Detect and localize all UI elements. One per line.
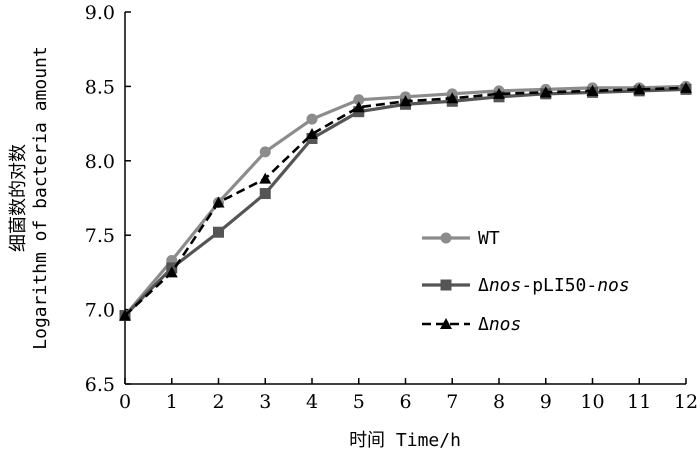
y-tick-label: 7.0 — [85, 300, 115, 322]
legend-item-wt: WT — [422, 228, 500, 249]
y-tick-label: 7.5 — [85, 225, 115, 247]
legend-label-part: WT — [478, 228, 500, 249]
legend-label: WT — [478, 228, 500, 249]
legend-marker-circle — [440, 232, 452, 244]
data-point-wt — [306, 113, 318, 125]
data-point-complemented — [259, 188, 271, 200]
data-point-mutant — [493, 87, 505, 99]
x-tick-label: 0 — [119, 391, 131, 413]
x-tick-label: 2 — [212, 391, 224, 413]
data-point-mutant — [446, 92, 459, 104]
legend-label-part: nos — [597, 275, 630, 296]
data-point-mutant — [212, 196, 225, 208]
data-point-wt — [353, 94, 365, 106]
legend-label-part: -pLI50- — [521, 275, 597, 296]
data-point-mutant — [633, 83, 646, 95]
legend-label: Δnos-pLI50-nos — [478, 275, 630, 296]
x-tick-label: 6 — [399, 391, 411, 413]
x-tick-label: 9 — [540, 391, 552, 413]
y-tick-label: 8.0 — [85, 151, 115, 173]
data-point-complemented — [213, 226, 224, 238]
data-point-mutant — [539, 86, 552, 98]
y-axis-title-en: Logarithm of bacteria amount — [30, 46, 51, 349]
x-tick-label: 12 — [674, 391, 698, 413]
data-point-mutant — [306, 128, 318, 140]
x-tick-label: 7 — [446, 391, 458, 413]
legend-label-part: nos — [489, 275, 522, 296]
data-point-mutant — [586, 84, 599, 96]
x-tick-label: 8 — [493, 391, 505, 413]
legend-item-complemented: Δnos-pLI50-nos — [422, 275, 630, 296]
y-tick-label: 6.5 — [85, 374, 115, 396]
x-tick-label: 4 — [306, 391, 318, 413]
legend-label: Δnos — [478, 314, 521, 335]
legend-item-mutant: Δnos — [422, 314, 521, 335]
legend-label-part: nos — [489, 314, 522, 335]
x-axis-title: 时间 Time/h — [349, 430, 461, 451]
legend-label-part: Δ — [478, 314, 489, 335]
x-tick-label: 10 — [580, 391, 604, 413]
x-tick-label: 11 — [627, 391, 651, 413]
data-point-mutant — [352, 101, 365, 113]
x-tick-label: 5 — [353, 391, 365, 413]
data-point-mutant — [165, 266, 178, 278]
x-tick-label: 1 — [166, 391, 178, 413]
axes — [124, 12, 686, 385]
legend-marker-square — [440, 279, 452, 291]
series-mutant — [119, 81, 692, 321]
x-tick-label: 3 — [259, 391, 271, 413]
data-point-mutant — [119, 309, 131, 321]
data-point-mutant — [399, 95, 412, 107]
y-tick-label: 9.0 — [85, 2, 115, 24]
y-tick-label: 8.5 — [85, 76, 115, 98]
data-point-mutant — [680, 81, 692, 93]
plot-area — [119, 80, 692, 322]
legend-marker-triangle — [440, 318, 452, 329]
y-axis-title-cn: 细菌数的对数 — [8, 144, 29, 252]
tick-marks: 6.57.07.58.08.59.00 1 2 3 4 5 6 7 8 9 10 11 12 — [85, 2, 698, 413]
data-point-mutant — [259, 172, 272, 184]
legend-label-part: Δ — [478, 275, 489, 296]
data-point-wt — [259, 146, 271, 158]
